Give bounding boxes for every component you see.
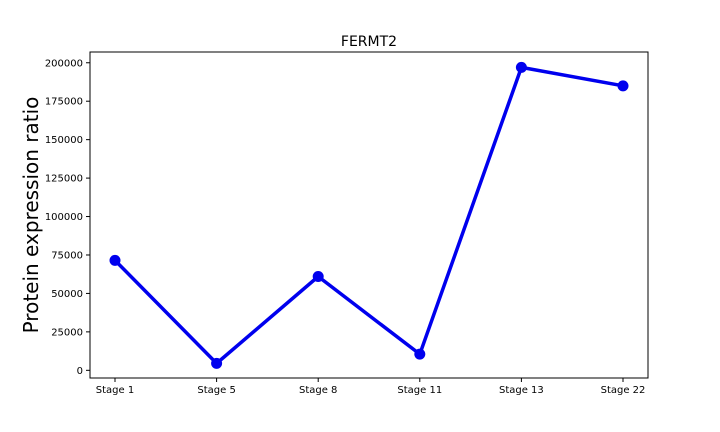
x-tick-label: Stage 1 [96,385,134,396]
y-tick-label: 125000 [45,174,83,185]
x-tick-label: Stage 5 [197,385,235,396]
chart-title: FERMT2 [341,34,397,50]
x-tick-label: Stage 13 [499,385,544,396]
data-point [109,254,121,266]
series-line [113,65,624,366]
y-tick-label: 175000 [45,97,83,108]
data-point [312,271,324,283]
y-axis-label: Protein expression ratio [19,97,43,334]
x-tick-label: Stage 22 [601,385,646,396]
y-axis: 0 25000 50000 75000 100000 125000 150000 175000… [45,58,90,377]
x-axis: Stage 1 Stage 5 Stage 8 Stage 11 Stage 13 Sta… [96,378,646,396]
data-point [515,61,527,73]
y-tick-label: 100000 [45,212,83,223]
y-tick-label: 150000 [45,135,83,146]
y-tick-label: 50000 [51,289,83,300]
data-point [414,348,426,360]
x-tick-label: Stage 8 [299,385,337,396]
plot-area [89,51,649,379]
y-tick-label: 75000 [51,250,83,261]
data-point [211,357,223,369]
x-tick-label: Stage 11 [397,385,442,396]
y-tick-label: 25000 [51,327,83,338]
data-point [617,80,629,92]
y-tick-label: 0 [77,366,83,377]
y-tick-label: 200000 [45,58,83,69]
series-group [109,61,629,369]
